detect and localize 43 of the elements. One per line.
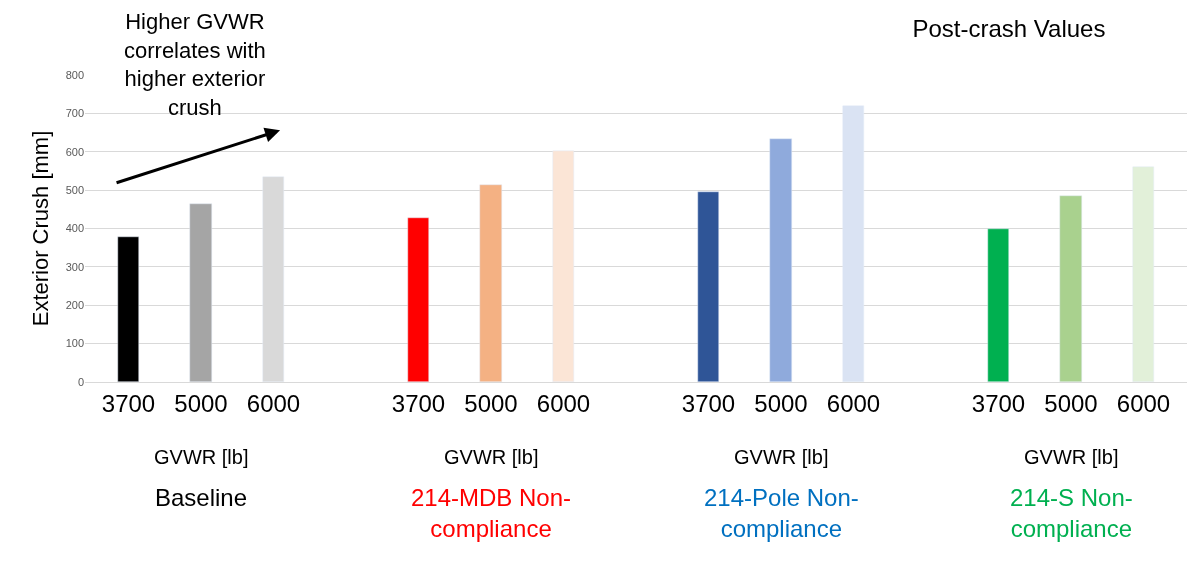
bar bbox=[1059, 195, 1082, 382]
y-tick-label: 600 bbox=[65, 145, 84, 158]
bar bbox=[552, 150, 574, 382]
y-tick-label: 700 bbox=[65, 107, 84, 120]
y-tick-label: 300 bbox=[65, 260, 84, 273]
y-tick-label: 500 bbox=[65, 183, 84, 196]
bar bbox=[842, 105, 864, 382]
text: GVWR [lb] bbox=[444, 446, 539, 468]
text: Baseline bbox=[155, 484, 248, 511]
x-tick-label: 3700 bbox=[391, 389, 446, 417]
x-tick-label: 6000 bbox=[1116, 389, 1171, 417]
x-tick-label: 5000 bbox=[174, 389, 228, 417]
x-axis-title: GVWR [lb] bbox=[154, 446, 249, 468]
bar bbox=[697, 191, 719, 382]
x-tick-label: 6000 bbox=[826, 389, 881, 417]
x-tick-label: 5000 bbox=[754, 389, 808, 417]
y-tick-label: 0 bbox=[77, 375, 84, 388]
y-tick-label: 800 bbox=[65, 68, 84, 81]
bar bbox=[479, 184, 502, 382]
y-tick-label: 100 bbox=[65, 337, 84, 350]
x-tick-label: 6000 bbox=[246, 389, 301, 417]
x-tick-label: 3700 bbox=[681, 389, 736, 417]
x-tick-label: 6000 bbox=[536, 389, 591, 417]
text: GVWR [lb] bbox=[1024, 446, 1119, 468]
text: 214-MDB Non- compliance bbox=[411, 484, 572, 543]
bar bbox=[189, 203, 212, 382]
bar bbox=[117, 236, 139, 382]
bar bbox=[769, 138, 792, 382]
text: GVWR [lb] bbox=[734, 446, 829, 468]
text: 214-S Non- compliance bbox=[1010, 484, 1133, 543]
annotation: Higher GVWR correlates with higher exterior crush bbox=[124, 9, 266, 120]
y-tick-label: 400 bbox=[65, 222, 84, 235]
bar bbox=[407, 217, 429, 382]
chart-title: Post-crash Values bbox=[912, 14, 1106, 42]
x-tick-label: 3700 bbox=[971, 389, 1026, 417]
x-tick-label: 3700 bbox=[101, 389, 156, 417]
bar bbox=[1132, 166, 1154, 382]
y-axis-title: Exterior Crush [mm] bbox=[28, 130, 54, 327]
y-tick-label: 200 bbox=[65, 299, 84, 312]
x-tick-label: 5000 bbox=[464, 389, 518, 417]
x-tick-label: 5000 bbox=[1044, 389, 1098, 417]
text: 214-Pole Non- compliance bbox=[704, 484, 859, 543]
bar bbox=[987, 228, 1009, 382]
